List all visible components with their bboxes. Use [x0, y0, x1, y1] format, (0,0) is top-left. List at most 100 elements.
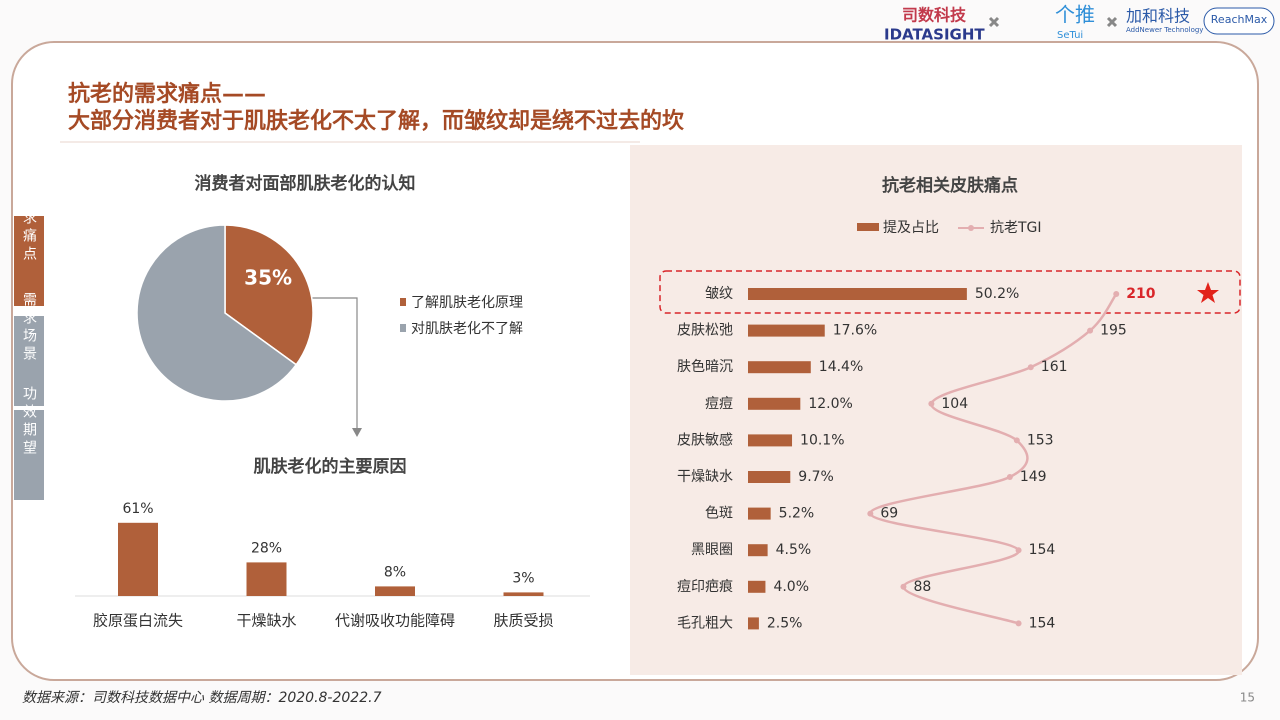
- data-label: 161: [1041, 359, 1068, 375]
- highlight: [659, 270, 1241, 314]
- line-point: [900, 583, 907, 590]
- data-label: 50.2%: [975, 286, 1019, 302]
- title: 抗老的需求痛点——: [68, 81, 266, 107]
- y-tick-label: 皮肤松弛: [677, 323, 733, 339]
- x-tick-label: 代谢吸收功能障碍: [335, 612, 455, 630]
- logo-badge: [1203, 7, 1275, 35]
- line-point: [1113, 291, 1120, 297]
- data-label: 10.1%: [800, 432, 844, 448]
- data-label: 4.5%: [776, 542, 812, 558]
- x-tick-label: 胶原蛋白流失: [93, 612, 183, 630]
- tab: [14, 316, 44, 406]
- data-label: 9.7%: [798, 469, 834, 485]
- bar: [748, 580, 766, 593]
- line-point: [867, 510, 874, 517]
- y-tick-label: 痘痘: [705, 396, 733, 412]
- bar: [748, 324, 825, 337]
- source: 数据来源：司数科技数据中心 数据周期：2020.8-2022.7: [22, 690, 382, 706]
- bar: [118, 522, 158, 596]
- data-label: 2.5%: [767, 615, 803, 631]
- data-label: 28%: [251, 540, 282, 556]
- data-label: 154: [1029, 542, 1056, 558]
- data-label: 5.2%: [779, 506, 815, 522]
- line-point: [1027, 364, 1034, 371]
- data-label: 149: [1020, 469, 1047, 485]
- bar: [748, 361, 811, 374]
- bar: [375, 586, 415, 596]
- bar: [503, 592, 544, 596]
- chart-title: 肌肤老化的主要原因: [254, 456, 407, 477]
- tab-label: 需求场景: [21, 292, 37, 364]
- chart-title: 抗老相关皮肤痛点: [882, 175, 1018, 196]
- legend-label: 抗老TGI: [990, 220, 1042, 236]
- chart-title: 消费者对面部肌肤老化的认知: [195, 173, 416, 194]
- bar: [748, 544, 768, 557]
- logo: AddNewer Technology: [1126, 26, 1203, 34]
- x-tick-label: 肤质受损: [493, 612, 553, 630]
- data-label: 153: [1027, 432, 1054, 448]
- data-label: 4.0%: [773, 579, 809, 595]
- tab: [14, 410, 44, 500]
- logo: 司数科技: [902, 6, 967, 25]
- data-label: 61%: [122, 501, 153, 517]
- bar: [748, 617, 759, 630]
- y-tick-label: 色斑: [705, 505, 733, 522]
- arrow: [300, 297, 358, 432]
- data-label: 3%: [512, 570, 534, 586]
- data-label: 35%: [244, 266, 292, 290]
- logo: IDATASIGHT: [884, 26, 985, 44]
- line-point: [1013, 437, 1020, 444]
- data-label: 8%: [384, 564, 406, 580]
- y-tick-label: 皱纹: [705, 286, 733, 302]
- data-label: 195: [1100, 323, 1127, 339]
- bar: [748, 397, 801, 410]
- page-number: 15: [1240, 691, 1255, 705]
- pie-slice: [224, 224, 314, 366]
- logo: ReachMax: [1211, 13, 1268, 26]
- legend-swatch: [857, 223, 879, 231]
- data-label: 12.0%: [808, 396, 852, 412]
- line-point: [1087, 327, 1094, 334]
- logo: 加和科技: [1126, 7, 1190, 26]
- y-tick-label: 肤色暗沉: [677, 358, 733, 375]
- y-tick-label: 黑眼圈: [691, 542, 733, 558]
- bar: [748, 471, 791, 483]
- legend-label: 提及占比: [883, 220, 939, 236]
- legend-swatch: [400, 324, 406, 332]
- data-label: 69: [880, 506, 898, 522]
- line-point: [1015, 620, 1022, 627]
- arrow-head: [352, 428, 362, 437]
- data-label: 154: [1029, 615, 1056, 631]
- line-point: [1015, 547, 1022, 554]
- y-tick-label: 干燥缺水: [677, 469, 733, 485]
- star-icon: [1197, 282, 1219, 303]
- logo: 个推: [1055, 3, 1095, 27]
- tab-active: [14, 216, 44, 306]
- pie-slice: [136, 224, 298, 402]
- title: 大部分消费者对于肌肤老化不太了解，而皱纹却是绕不过去的坎: [68, 108, 684, 134]
- separator: [988, 16, 1118, 28]
- logo: SeTui: [1057, 30, 1083, 41]
- y-tick-label: 皮肤敏感: [677, 431, 733, 448]
- bar: [748, 507, 771, 520]
- y-tick-label: 痘印疤痕: [677, 579, 733, 595]
- legend-label: 对肌肤老化不了解: [411, 321, 523, 337]
- tab-label: 功效期望: [21, 386, 37, 458]
- bar: [748, 434, 793, 447]
- line-point: [1006, 474, 1013, 480]
- legend-label: 了解肌肤老化原理: [411, 295, 523, 311]
- legend-swatch: [400, 298, 406, 306]
- data-label: 17.6%: [833, 323, 877, 339]
- data-label: 88: [913, 579, 931, 595]
- bar: [246, 562, 287, 596]
- tab-label: 需求痛点: [21, 192, 37, 264]
- data-label: 210: [1126, 286, 1155, 302]
- data-label: 14.4%: [819, 359, 863, 375]
- x-tick-label: 干燥缺水: [236, 612, 296, 630]
- line-point: [928, 400, 935, 407]
- legend-swatch: [968, 225, 974, 231]
- y-tick-label: 毛孔粗大: [677, 615, 733, 631]
- bar: [748, 288, 967, 300]
- data-label: 104: [941, 396, 968, 412]
